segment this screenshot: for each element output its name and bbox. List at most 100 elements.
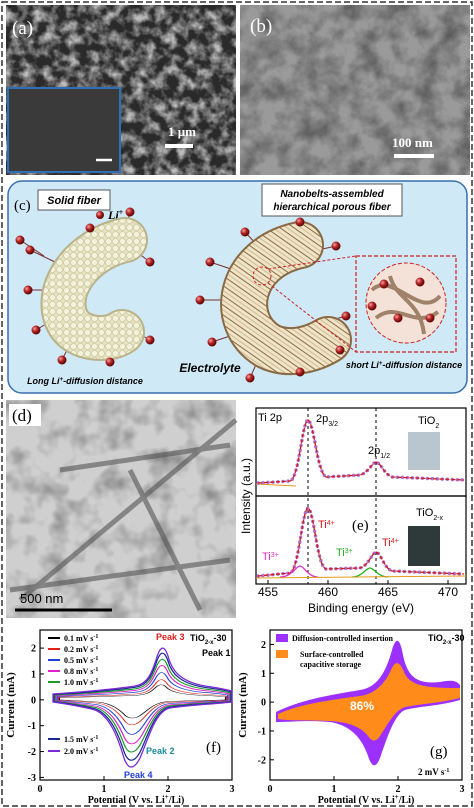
panel-label: (g) [430, 744, 448, 760]
ion [145, 257, 155, 267]
plot-frame [269, 629, 463, 781]
text: Ti [382, 537, 391, 549]
ion [23, 285, 33, 295]
region-label: Ti 2p [258, 412, 282, 424]
text: TiO [190, 633, 205, 643]
text: Long Li [27, 376, 60, 386]
legend-label: 1.0 mV s-1 [64, 678, 98, 687]
text: 2p [316, 413, 328, 425]
ion [25, 245, 35, 255]
component-ti3 [279, 565, 319, 578]
y-tick-label: -2 [258, 755, 266, 766]
y-tick-label: 1 [31, 669, 36, 680]
ion [367, 301, 377, 311]
scale-label: 500 nm [20, 591, 63, 606]
superscript: + [60, 377, 64, 383]
cv-curve [54, 658, 231, 753]
text: -diffusion distance [63, 376, 143, 386]
electrolyte-label: Electrolyte [179, 361, 241, 375]
y-axis-title: Current (mA) [5, 672, 17, 738]
x-tick-label: 2 [396, 784, 401, 795]
y-tick-label: -1 [28, 721, 36, 732]
text: -30 [214, 633, 227, 643]
y-tick-label: -1 [258, 726, 266, 737]
panel-e: Ti 2p 2p3/2 2p1/2 TiO2 TiO2-x (e) Ti4+ T… [239, 407, 467, 615]
legend: Diffusion-controlled insertion Surface-co… [276, 634, 394, 669]
legend-label: 0.5 mV s-1 [64, 656, 98, 665]
ion [85, 223, 95, 233]
panel-label: (c) [14, 198, 31, 214]
cv-curve [53, 652, 232, 761]
tem-texture [240, 5, 470, 175]
x-tick-label: 3 [460, 784, 465, 795]
nanobelts [9, 418, 238, 612]
text: 1.5 mV s [64, 735, 93, 744]
subscript: 2-x [443, 640, 452, 646]
zoom-box [355, 255, 457, 353]
cv-curve [56, 672, 229, 735]
legend-label: 0.8 mV s-1 [64, 667, 98, 676]
x-tick-label: 3 [230, 784, 235, 795]
porous-fiber-label: hierarchical porous fiber [273, 202, 391, 213]
peak-label: Peak 3 [156, 632, 185, 642]
peak-label: 2p3/2 [316, 413, 338, 428]
superscript: -1 [93, 645, 98, 651]
state-label: Ti3+ [336, 547, 353, 559]
ion [393, 313, 403, 323]
ion [145, 335, 155, 345]
ion [15, 235, 25, 245]
panel-g: Diffusion-controlled insertion Surface-co… [237, 629, 465, 806]
zoom-circle [252, 266, 272, 286]
ion [335, 345, 345, 355]
ion-charge: + [119, 208, 124, 217]
sample-label: TiO2 [418, 415, 439, 430]
superscript: 3+ [345, 548, 353, 555]
sample-label: TiO2-x-30 [190, 633, 227, 646]
cv-curve [57, 679, 228, 726]
peak-label: Peak 1 [202, 648, 231, 658]
inset-image [7, 87, 121, 173]
percent-label: 86% [350, 699, 374, 713]
ion [331, 241, 341, 251]
text: 1.0 mV s [64, 678, 93, 687]
ion [31, 325, 41, 335]
y-tick-label: -3 [28, 773, 36, 784]
ion [379, 279, 389, 289]
text: TiO [428, 633, 443, 643]
sample-photo [408, 526, 440, 566]
superscript: 3+ [271, 552, 279, 559]
ion [105, 357, 115, 367]
text: Potential (V vs. Li [88, 795, 165, 806]
panel-d: (d) 500 nm [6, 400, 238, 618]
y-tick-label: 2 [31, 644, 36, 655]
spectrum-fit [257, 419, 465, 484]
y-tick-label: 1 [261, 669, 266, 680]
text: short Li [346, 360, 379, 370]
peak-label: Peak 4 [124, 770, 153, 780]
y-tick-label: 0 [31, 695, 36, 706]
ion [341, 311, 351, 321]
text: Ti [336, 547, 345, 559]
panel-label: (b) [250, 16, 272, 37]
y-tick-label: 2 [261, 640, 266, 651]
rate-label: 2 mV s-1 [418, 767, 449, 777]
label-box [37, 189, 111, 211]
porous-fiber-label: Nanobelts-assembled [280, 189, 384, 200]
plot-frame-bottom [255, 495, 467, 585]
ion [207, 337, 217, 347]
legend-label: 2.0 mV s-1 [64, 747, 98, 756]
ion [125, 207, 135, 217]
solid-fiber [42, 219, 146, 359]
text: 2.0 mV s [64, 747, 93, 756]
cv-curve [58, 684, 227, 719]
x-axis-title: Binding energy (eV) [308, 601, 414, 615]
superscript: + [379, 361, 383, 367]
cv-curve [55, 665, 230, 745]
state-label: Ti4+ [382, 537, 399, 549]
y-tick-label: 0 [261, 698, 266, 709]
ion [245, 373, 255, 383]
text: /Li) [398, 795, 415, 806]
subscript: 2-x [433, 515, 443, 522]
panel-label: (d) [12, 406, 32, 425]
panel-label: (f) [206, 740, 221, 756]
